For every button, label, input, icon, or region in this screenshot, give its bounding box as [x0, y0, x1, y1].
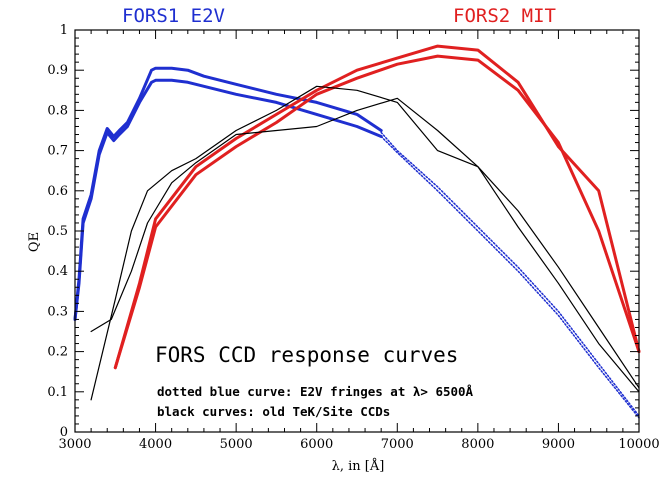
x-tick-label: 7000	[381, 437, 414, 452]
chart-title: FORS CCD response curves	[155, 343, 458, 367]
y-tick-label: 1	[60, 23, 68, 38]
y-tick-label: 0.2	[47, 345, 68, 360]
x-tick-label: 5000	[220, 437, 253, 452]
series-line-old-tek-site-ccds-7	[90, 97, 640, 393]
y-tick-label: 0.8	[47, 103, 68, 118]
note-black-curves: black curves: old TeK/Site CCDs	[157, 404, 390, 419]
series-line-fors1-e2v-0	[73, 66, 383, 321]
x-axis-title: λ, in [Å]	[332, 458, 385, 474]
y-tick-label: 0.6	[47, 184, 68, 199]
series-line-fors2-mit-4	[113, 44, 641, 370]
series-layer	[73, 44, 641, 419]
y-tick-label: 0.1	[47, 385, 68, 400]
series-line-fors1-e2v-fringes-2	[380, 131, 640, 417]
series-line-fors2-mit-5	[113, 54, 641, 370]
y-tick-label: 0.4	[47, 264, 68, 279]
y-tick-label: 0.5	[47, 224, 68, 239]
ticks-layer	[74, 29, 640, 433]
x-tick-label: 10000	[618, 437, 659, 452]
y-axis-title: QE	[27, 232, 42, 252]
x-tick-label: 3000	[58, 437, 91, 452]
y-tick-label: 0.3	[47, 304, 68, 319]
x-tick-label: 6000	[300, 437, 333, 452]
legend-fors1-e2v: FORS1 E2V	[122, 5, 225, 27]
series-line-old-tek-site-ccds-6	[90, 85, 640, 401]
y-tick-label: 0	[60, 425, 68, 440]
x-tick-label: 4000	[139, 437, 172, 452]
y-tick-label: 0.9	[47, 63, 68, 78]
series-line-fors1-e2v-fringes-3	[380, 135, 640, 419]
y-tick-label: 0.7	[47, 144, 68, 159]
x-tick-label: 9000	[542, 437, 575, 452]
series-line-fors1-e2v-1	[73, 78, 383, 321]
note-dotted-blue: dotted blue curve: E2V fringes at λ> 650…	[157, 384, 474, 399]
x-tick-label: 8000	[461, 437, 494, 452]
legend-fors2-mit: FORS2 MIT	[453, 5, 556, 27]
tick-labels: 3000 4000 5000 6000 7000 8000 9000 10000 0 0.1 0.2…	[47, 23, 659, 452]
